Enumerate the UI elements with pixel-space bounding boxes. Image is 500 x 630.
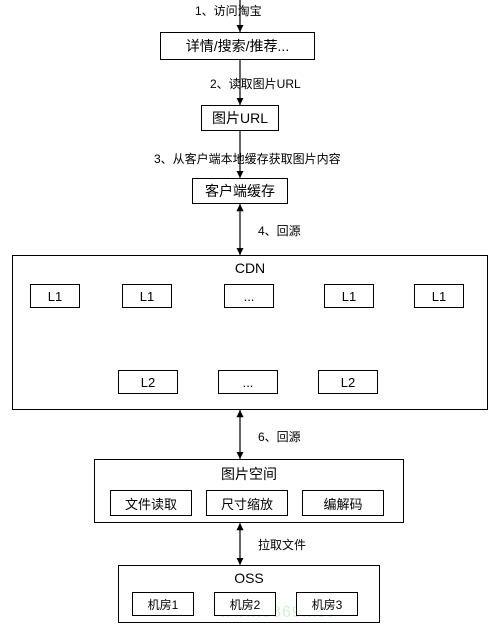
node-client-cache: 客户端缓存: [192, 178, 288, 204]
image-space-item-1: 尺寸缩放: [206, 490, 288, 516]
edge-label-3: 3、从客户端本地缓存获取图片内容: [154, 150, 341, 167]
node-label: 详情/搜索/推荐...: [186, 36, 289, 56]
node-label: 图片URL: [212, 108, 268, 128]
cdn-l1-node-2: ...: [224, 284, 274, 308]
edge-label-4: 4、回源: [258, 222, 301, 239]
cdn-l1-node-4: L1: [414, 284, 464, 308]
cdn-l2-node-2: L2: [318, 370, 378, 394]
cdn-l2-node-0: L2: [118, 370, 178, 394]
container-title-cdn: CDN: [13, 256, 487, 276]
edge-label-6: 6、回源: [258, 428, 301, 445]
node-detail-search: 详情/搜索/推荐...: [160, 32, 315, 60]
image-space-item-2: 编解码: [302, 490, 384, 516]
oss-room-2: 机房3: [296, 592, 358, 616]
node-label: 客户端缓存: [205, 181, 275, 201]
edge-label-1: 1、访问淘宝: [195, 2, 262, 19]
cdn-l1-node-3: L1: [324, 284, 374, 308]
node-image-url: 图片URL: [201, 105, 279, 131]
cdn-l1-node-0: L1: [30, 284, 80, 308]
container-title-image-space: 图片空间: [95, 460, 403, 484]
image-space-item-0: 文件读取: [110, 490, 192, 516]
cdn-l1-node-1: L1: [122, 284, 172, 308]
cdn-l2-node-1: ...: [218, 370, 278, 394]
oss-room-1: 机房2: [214, 592, 276, 616]
oss-room-0: 机房1: [132, 592, 194, 616]
edge-label-7: 拉取文件: [258, 536, 306, 553]
container-title-oss: OSS: [119, 566, 379, 586]
edge-label-2: 2、读取图片URL: [210, 75, 301, 92]
